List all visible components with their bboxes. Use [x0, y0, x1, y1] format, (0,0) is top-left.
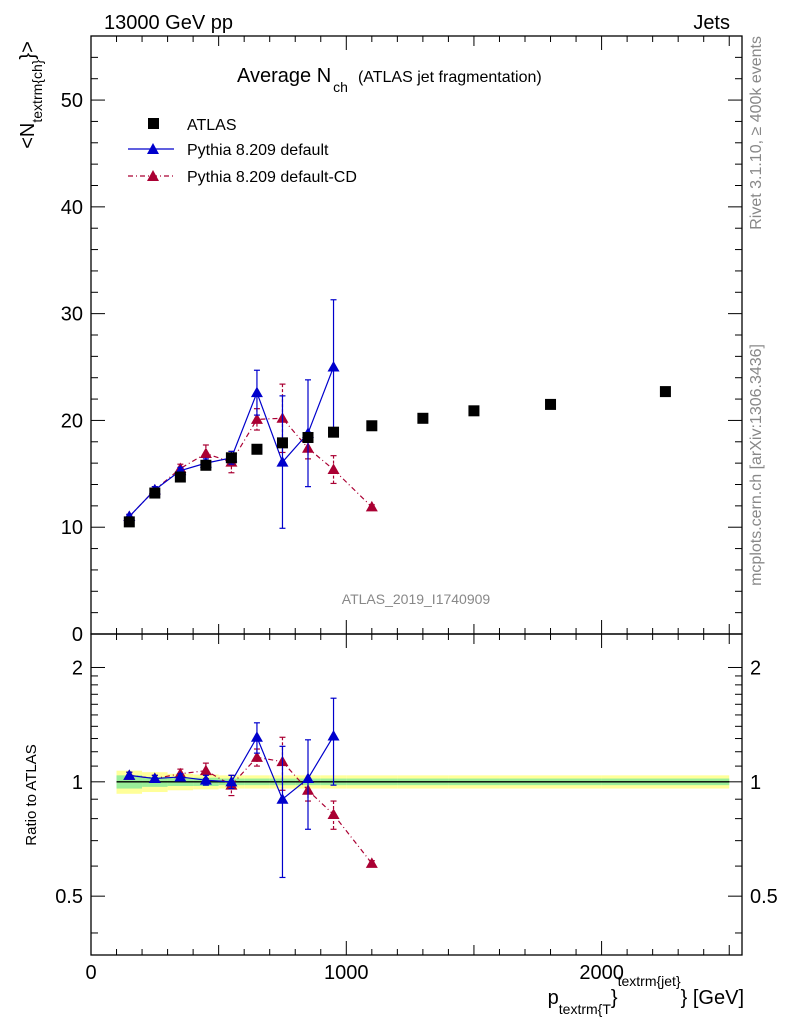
- main-atlas-point-13: [659, 386, 671, 398]
- main-cd-point-9: [365, 500, 378, 512]
- xtick-label-1000: 1000: [324, 962, 369, 984]
- ratio-cd-point-9: [365, 857, 378, 868]
- xtick-label-2000: 2000: [579, 962, 624, 984]
- y-axis-label-ratio: Ratio to ATLAS: [23, 744, 40, 845]
- main-cd-point-5: [250, 413, 263, 424]
- main-ytick-label-50: 50: [61, 90, 83, 112]
- legend-marker-atlas: [148, 118, 159, 129]
- x-axis-label-sub: textrm{T: [559, 1001, 612, 1017]
- y-axis-label-sub: textrm{ch}: [29, 59, 45, 122]
- chart-title-main: Average N: [237, 65, 331, 87]
- main-ytick-label-20: 20: [61, 410, 83, 432]
- ratio-cd-line: [129, 756, 373, 864]
- main-atlas-point-7: [302, 432, 314, 444]
- y-axis-label-prefix: <N: [17, 123, 39, 149]
- ratio-cd-point-5: [250, 751, 263, 762]
- main-atlas-point-2: [174, 471, 186, 483]
- ratio-default-point-4: [225, 775, 238, 787]
- ratio-ytick-label-right-0.5: 0.5: [750, 886, 778, 908]
- ratio-ytick-label-right-1: 1: [750, 772, 761, 794]
- main-atlas-point-4: [225, 452, 237, 464]
- main-panel-data: [123, 299, 671, 529]
- main-atlas-point-11: [468, 405, 480, 417]
- ratio-cd-point-3: [199, 764, 212, 776]
- legend-label-cd: Pythia 8.209 default-CD: [187, 169, 357, 186]
- main-cd-point-3: [199, 447, 212, 459]
- main-atlas-point-1: [149, 487, 161, 499]
- main-ytick-label-30: 30: [61, 304, 83, 326]
- ratio-default-point-0: [123, 769, 136, 780]
- x-axis-label: ptextrm{T}textrm{jet}} [GeV]: [548, 973, 744, 1017]
- rivet-label: Rivet 3.1.10, ≥ 400k events: [748, 36, 765, 230]
- main-ytick-label-10: 10: [61, 517, 83, 539]
- ratio-ytick-label-left-2: 2: [72, 657, 83, 679]
- main-atlas-point-0: [123, 516, 135, 528]
- main-cd-point-8: [327, 463, 340, 475]
- mcplots-label: mcplots.cern.ch [arXiv:1306.3436]: [748, 344, 765, 586]
- chart-title-paren: (ATLAS jet fragmentation): [358, 69, 542, 86]
- main-atlas-point-10: [417, 412, 429, 424]
- ratio-cd-point-8: [327, 808, 340, 820]
- ratio-panel-frame: [90, 633, 743, 956]
- main-default-point-5: [250, 386, 263, 398]
- main-atlas-point-12: [545, 398, 557, 410]
- main-default-point-8: [327, 361, 340, 372]
- ratio-default-point-7: [302, 772, 314, 784]
- legend-marker-default: [147, 143, 159, 154]
- main-atlas-point-9: [366, 420, 378, 432]
- ratio-default-point-6: [276, 793, 289, 804]
- x-axis-label-sup: textrm{jet}: [618, 973, 681, 989]
- legend-label-atlas: ATLAS: [187, 117, 237, 134]
- ratio-default-point-2: [174, 770, 187, 782]
- main-default-point-6: [276, 456, 289, 467]
- ratio-default-point-5: [250, 731, 263, 742]
- ratio-default-point-8: [327, 730, 340, 741]
- main-ytick-label-40: 40: [61, 197, 83, 219]
- ratio-default-point-3: [199, 774, 212, 785]
- y-axis-label-main: <Ntextrm{ch}}>: [17, 41, 45, 149]
- main-atlas-point-3: [200, 459, 212, 471]
- ratio-panel-content: [123, 697, 378, 879]
- main-atlas-point-8: [328, 426, 340, 438]
- legend: ATLAS Pythia 8.209 default Pythia 8.209 …: [128, 117, 357, 186]
- header-left: 13000 GeV pp: [104, 12, 233, 34]
- legend-marker-cd: [147, 170, 159, 181]
- x-axis-label-suffix: } [GeV]: [681, 987, 744, 1009]
- header-right: Jets: [693, 12, 730, 34]
- y-axis-label-suffix: }>: [17, 41, 39, 59]
- ratio-ytick-label-right-2: 2: [750, 657, 761, 679]
- x-axis-label-mid: }: [611, 987, 618, 1009]
- main-ytick-label-0: 0: [72, 624, 83, 646]
- xtick-label-0: 0: [85, 962, 96, 984]
- x-axis-label-p: p: [548, 987, 559, 1009]
- ratio-ytick-label-left-1: 1: [72, 772, 83, 794]
- chart-title-sub: ch: [333, 79, 348, 95]
- analysis-watermark: ATLAS_2019_I1740909: [342, 591, 491, 607]
- ratio-default-point-1: [148, 772, 161, 784]
- ratio-ytick-label-left-0.5: 0.5: [55, 886, 83, 908]
- main-atlas-point-5: [251, 443, 263, 455]
- legend-label-default: Pythia 8.209 default: [187, 142, 329, 159]
- main-atlas-point-6: [276, 437, 288, 449]
